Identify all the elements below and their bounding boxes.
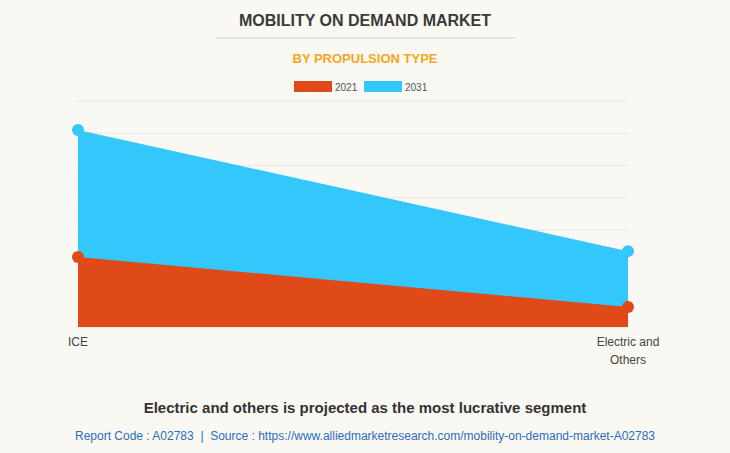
areas [78, 130, 628, 327]
area [78, 130, 628, 327]
markers [72, 124, 634, 313]
chart: MOBILITY ON DEMAND MARKET BY PROPULSION T… [0, 0, 730, 453]
area [78, 257, 628, 327]
point [622, 245, 634, 257]
point [72, 251, 84, 263]
subtitle: BY PROPULSION TYPE [293, 51, 438, 66]
legend-swatch [364, 81, 402, 92]
legend-label: 2021 [335, 82, 358, 93]
legend-label: 2031 [405, 82, 428, 93]
category-label: ICE [68, 335, 88, 349]
category-label: Electric andOthers [597, 335, 660, 367]
grid-line [75, 101, 628, 102]
point [72, 124, 84, 136]
grid [75, 101, 628, 327]
title-rule [215, 38, 515, 39]
legend-item: 2031 [364, 81, 428, 93]
title: MOBILITY ON DEMAND MARKET [239, 12, 491, 29]
annotation: Electric and others is projected as the … [144, 399, 587, 416]
grid-line [75, 133, 628, 134]
legend-swatch [294, 81, 332, 92]
background [0, 0, 730, 453]
legend-item: 2021 [294, 81, 358, 93]
point [622, 301, 634, 313]
footer: Report Code : A02783 | Source : https://… [75, 429, 655, 443]
